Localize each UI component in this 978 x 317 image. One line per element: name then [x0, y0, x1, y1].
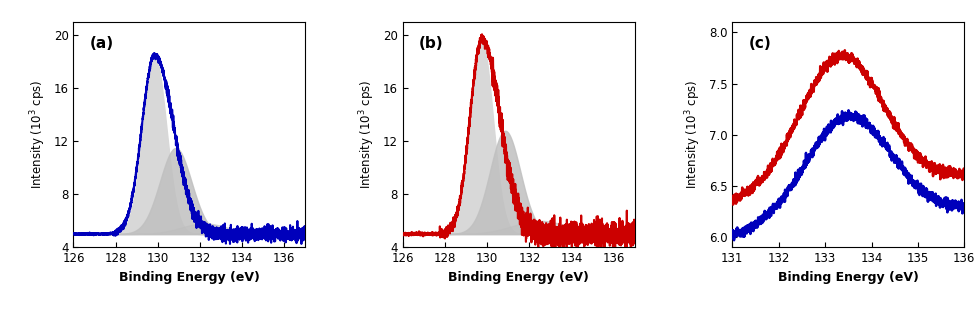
X-axis label: Binding Energy (eV): Binding Energy (eV)	[448, 271, 589, 284]
Y-axis label: Intensity (10$^3$ cps): Intensity (10$^3$ cps)	[683, 80, 702, 190]
Text: (c): (c)	[748, 36, 771, 51]
Y-axis label: Intensity (10$^3$ cps): Intensity (10$^3$ cps)	[28, 80, 48, 190]
Text: (a): (a)	[90, 36, 113, 51]
X-axis label: Binding Energy (eV): Binding Energy (eV)	[778, 271, 917, 284]
Y-axis label: Intensity (10$^3$ cps): Intensity (10$^3$ cps)	[358, 80, 378, 190]
X-axis label: Binding Energy (eV): Binding Energy (eV)	[119, 271, 259, 284]
Text: (b): (b)	[419, 36, 443, 51]
